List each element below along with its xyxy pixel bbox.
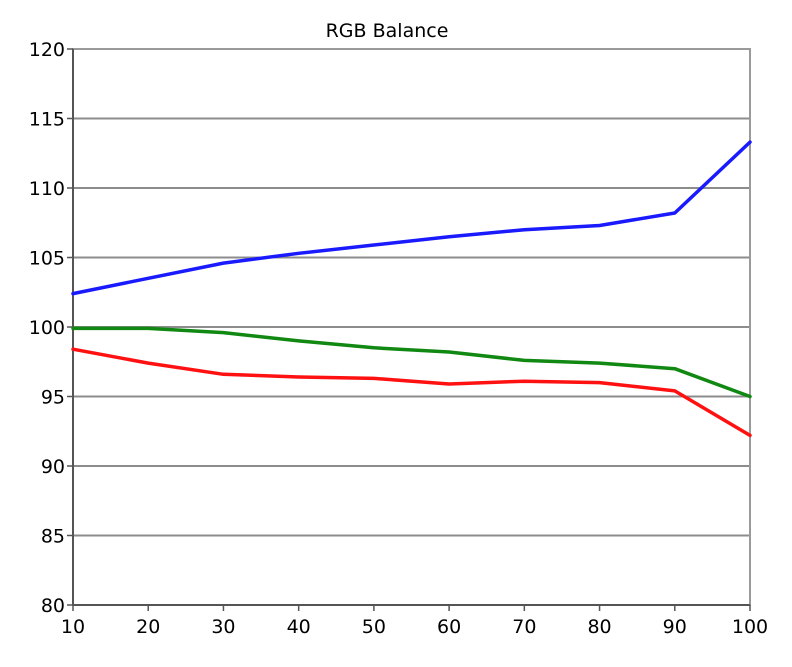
x-tick-label: 60 [437,616,461,638]
y-tick-label: 80 [41,595,65,617]
x-tick-label: 30 [211,616,235,638]
x-tick-label: 10 [61,616,85,638]
series-line-2 [71,347,752,438]
x-tick-label: 90 [663,616,687,638]
series-line-1 [71,326,752,399]
series-line-0 [71,140,752,296]
x-tick-label: 100 [732,616,768,638]
x-tick-label: 70 [512,616,536,638]
y-tick-label: 85 [41,526,65,548]
x-tick-label: 50 [362,616,386,638]
chart-title: RGB Balance [326,20,449,42]
x-tick-label: 40 [287,616,311,638]
grid-lines [73,48,750,537]
y-tick-label: 95 [41,387,65,409]
y-tick-label: 110 [29,178,65,200]
series-lines [71,140,752,438]
y-tick-label: 100 [29,317,65,339]
x-tick-label: 20 [136,616,160,638]
tick-labels: 80 85 90 95 100 105 110 115 120 10 20 30 40 50 60 70 80 9… [29,39,768,638]
y-tick-label: 120 [29,39,65,61]
x-tick-label: 80 [587,616,611,638]
y-tick-label: 115 [29,109,65,131]
y-tick-label: 90 [41,456,65,478]
y-tick-label: 105 [29,248,65,270]
